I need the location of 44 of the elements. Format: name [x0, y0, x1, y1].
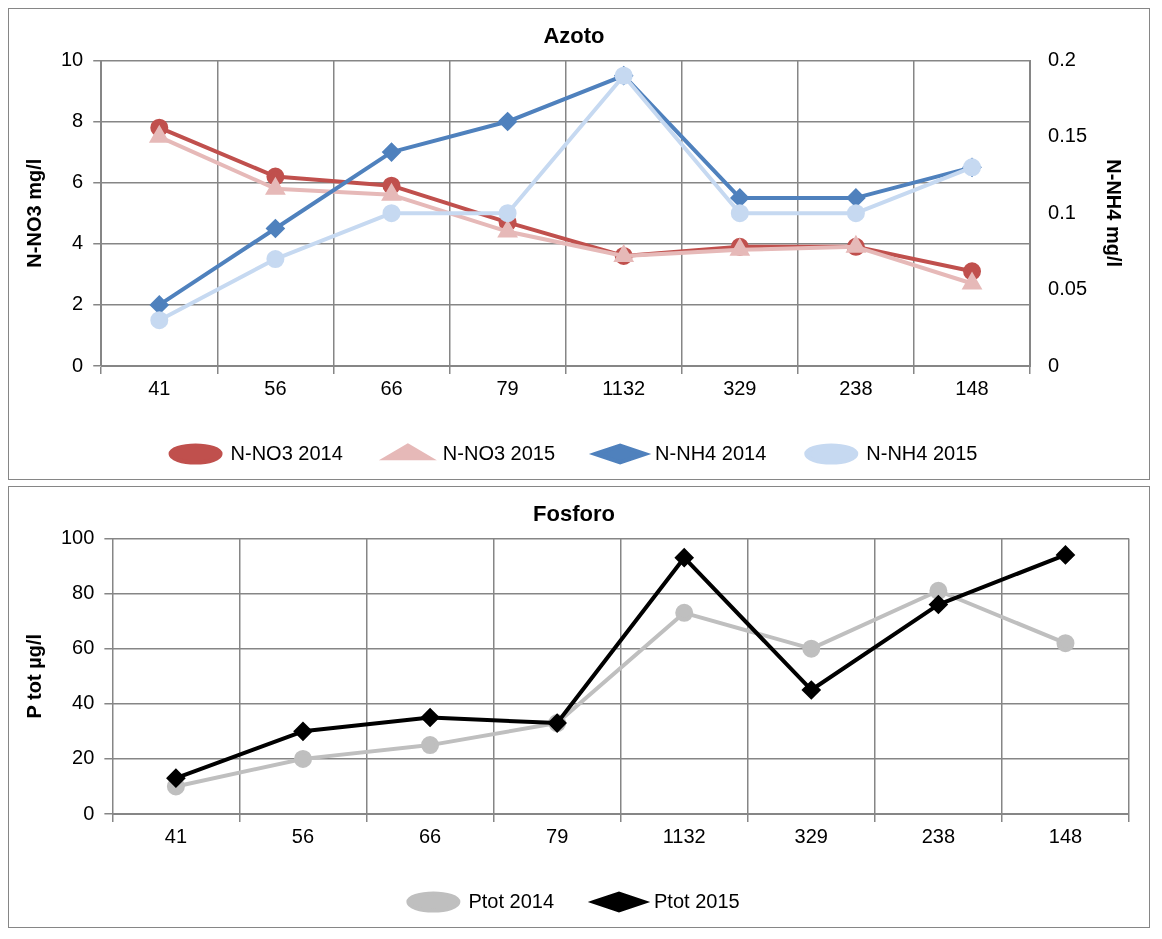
x-tick-label: 238 [921, 824, 956, 847]
legend-label: Ptot 2015 [654, 889, 740, 912]
y-tick-label: 4 [72, 231, 84, 254]
y-tick-label: 10 [61, 47, 84, 70]
y-axis-title: P tot µg/l [22, 633, 45, 719]
x-tick-label: 41 [148, 376, 171, 399]
legend-label: N-NO3 2014 [230, 441, 343, 464]
x-tick-label: 79 [546, 824, 569, 847]
x-tick-label: 66 [380, 376, 403, 399]
y-tick-label: 0 [72, 353, 84, 376]
x-tick-label: 329 [723, 376, 757, 399]
y2-tick-label: 0 [1048, 353, 1060, 376]
y2-tick-label: 0.15 [1048, 124, 1088, 147]
x-tick-label: 1132 [662, 824, 706, 847]
y2-tick-label: 0.05 [1048, 277, 1088, 300]
x-tick-label: 238 [839, 376, 873, 399]
y-tick-label: 60 [72, 636, 95, 659]
x-tick-label: 1132 [602, 376, 646, 399]
x-tick-label: 66 [418, 824, 442, 847]
y-tick-label: 0 [83, 801, 95, 824]
chart-title: Fosforo [533, 501, 615, 527]
y-tick-label: 2 [72, 292, 84, 315]
x-tick-label: 79 [496, 376, 519, 399]
legend-label: N-NH4 2015 [866, 441, 978, 464]
legend-label: N-NH4 2014 [655, 441, 767, 464]
y-tick-label: 100 [60, 525, 95, 548]
x-tick-label: 329 [794, 824, 828, 847]
y-tick-label: 40 [72, 691, 95, 714]
x-tick-label: 56 [264, 376, 287, 399]
y-tick-label: 80 [72, 581, 95, 604]
y-axis-title: N-NO3 mg/l [22, 158, 45, 268]
y2-axis-title: N-NH4 mg/l [1103, 159, 1126, 268]
y2-tick-label: 0.1 [1048, 200, 1076, 223]
x-tick-label: 56 [291, 824, 315, 847]
legend-label: N-NO3 2015 [442, 441, 556, 464]
legend-label: Ptot 2014 [468, 889, 554, 912]
x-tick-label: 41 [164, 824, 188, 847]
y-tick-label: 20 [72, 746, 95, 769]
y-tick-label: 6 [72, 170, 84, 193]
x-tick-label: 148 [1048, 824, 1083, 847]
y-tick-label: 8 [72, 109, 84, 132]
chart-title: Azoto [543, 23, 605, 49]
x-tick-label: 148 [955, 376, 989, 399]
y2-tick-label: 0.2 [1048, 47, 1076, 70]
